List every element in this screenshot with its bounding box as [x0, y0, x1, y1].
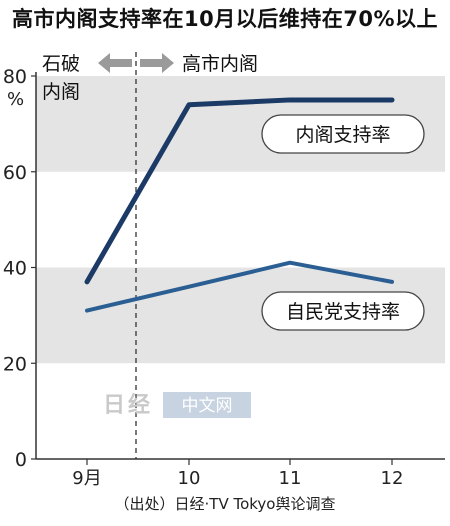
ishiba-cabinet-label-line1: 石破 — [42, 53, 80, 75]
y-unit-label: % — [7, 89, 24, 110]
ishiba-cabinet-label-line2: 内阁 — [42, 81, 80, 103]
x-tick-label: 12 — [381, 468, 404, 489]
series-label-1: 自民党支持率 — [286, 301, 400, 323]
y-tick-label: 40 — [3, 258, 27, 280]
series-line-0 — [84, 97, 395, 285]
y-tick-label: 60 — [3, 162, 27, 184]
series-label-box-1 — [261, 291, 425, 331]
x-tick-label: 10 — [178, 468, 201, 489]
chart-title: 高市内阁支持率在10月以后维持在70%以上 — [12, 7, 438, 31]
watermark-logo: 日经 — [103, 392, 153, 418]
y-tick-label: 20 — [3, 353, 27, 375]
takaichi-cabinet-label: 高市内阁 — [182, 53, 258, 75]
y-tick-label-top: 80 — [3, 66, 27, 88]
x-tick-label: 9月 — [72, 468, 101, 489]
series-label-box-0 — [261, 114, 425, 154]
watermark-site-box — [163, 392, 251, 418]
left-arrow-icon — [98, 53, 132, 73]
x-tick-label: 11 — [279, 468, 302, 489]
source-note: （出处）日经·TV Tokyo舆论调查 — [114, 495, 336, 513]
series-line-1 — [85, 260, 394, 313]
right-arrow-icon — [140, 53, 174, 73]
y-tick-label: 0 — [15, 449, 27, 471]
series-label-0: 内阁支持率 — [295, 124, 390, 146]
watermark-site-text: 中文网 — [182, 396, 233, 416]
